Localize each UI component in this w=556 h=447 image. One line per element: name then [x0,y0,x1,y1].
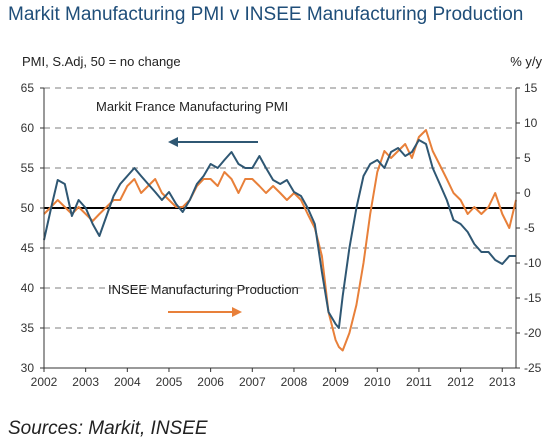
axes [40,87,520,369]
x-tick-label: 2006 [197,375,224,389]
x-tick-label: 2013 [489,375,516,389]
left-tick-label: 65 [21,81,35,95]
right-tick-labels: -25 -20 -15 -10 -5 0 5 10 15 [524,81,542,375]
source-note: Sources: Markit, INSEE [8,418,208,439]
right-tick-label: -15 [524,291,542,305]
x-tick-label: 2012 [447,375,474,389]
right-tick-label: -25 [524,361,542,375]
chart-title: Markit Manufacturing PMI v INSEE Manufac… [8,4,524,25]
production-arrowhead [232,307,242,317]
right-tick-label: 0 [524,186,531,200]
left-tick-labels: 30 35 40 45 50 55 60 65 [21,81,35,375]
annotations: Markit France Manufacturing PMI INSEE Man… [96,99,299,317]
x-tick-label: 2009 [322,375,349,389]
x-tick-labels: 2002 2003 2004 2005 2006 2007 2008 2009 2010 2011… [31,368,516,389]
series-lines [43,129,517,352]
x-tick-label: 2004 [114,375,141,389]
left-tick-label: 35 [21,321,35,335]
pmi-line [43,139,516,329]
x-tick-label: 2002 [31,375,58,389]
x-tick-label: 2007 [239,375,266,389]
left-tick-label: 30 [21,361,35,375]
left-axis-label: PMI, S.Adj, 50 = no change [22,54,181,69]
right-tick-label: 15 [524,81,538,95]
production-annotation-label: INSEE Manufacturing Production [108,282,299,297]
x-tick-label: 2005 [156,375,183,389]
production-line [43,129,517,352]
right-tick-label: -10 [524,256,542,270]
left-tick-label: 45 [21,241,35,255]
right-axis-label: % y/y [510,54,542,69]
left-tick-label: 60 [21,121,35,135]
x-tick-label: 2008 [281,375,308,389]
right-tick-label: 10 [524,116,538,130]
x-tick-label: 2003 [72,375,99,389]
left-tick-label: 40 [21,281,35,295]
pmi-arrowhead [168,137,178,147]
gridlines [44,87,516,369]
right-tick-label: -20 [524,326,542,340]
pmi-annotation-label: Markit France Manufacturing PMI [96,99,288,114]
left-tick-label: 55 [21,161,35,175]
x-tick-label: 2010 [364,375,391,389]
right-tick-label: 5 [524,151,531,165]
x-tick-label: 2011 [406,375,432,389]
left-tick-label: 50 [21,201,35,215]
right-tick-label: -5 [524,221,535,235]
